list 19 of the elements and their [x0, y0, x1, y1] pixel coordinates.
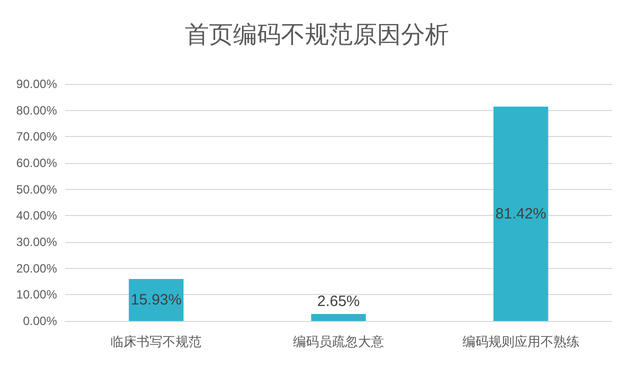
x-tick-label: 临床书写不规范 [110, 334, 202, 349]
y-tick-label: 40.00% [16, 208, 58, 223]
y-tick-label: 70.00% [16, 130, 58, 144]
data-label: 81.42% [495, 205, 546, 222]
x-tick-label: 编码员疏忽大意 [293, 334, 384, 349]
bar [493, 106, 548, 321]
data-label: 15.93% [130, 292, 182, 309]
y-tick-label: 50.00% [16, 182, 58, 196]
y-tick-label: 80.00% [16, 103, 58, 118]
bar [311, 314, 366, 321]
data-label: 2.65% [317, 293, 360, 310]
y-tick-label: 30.00% [16, 235, 58, 249]
y-tick-label: 10.00% [16, 288, 58, 302]
x-tick-label: 编码规则应用不熟练 [462, 334, 580, 349]
chart-title: 首页编码不规范原因分析 [185, 22, 449, 48]
y-tick-label: 60.00% [16, 156, 58, 170]
y-tick-label: 90.00% [16, 77, 58, 91]
y-tick-label: 20.00% [16, 261, 58, 276]
y-tick-label: 0.00% [22, 314, 58, 328]
